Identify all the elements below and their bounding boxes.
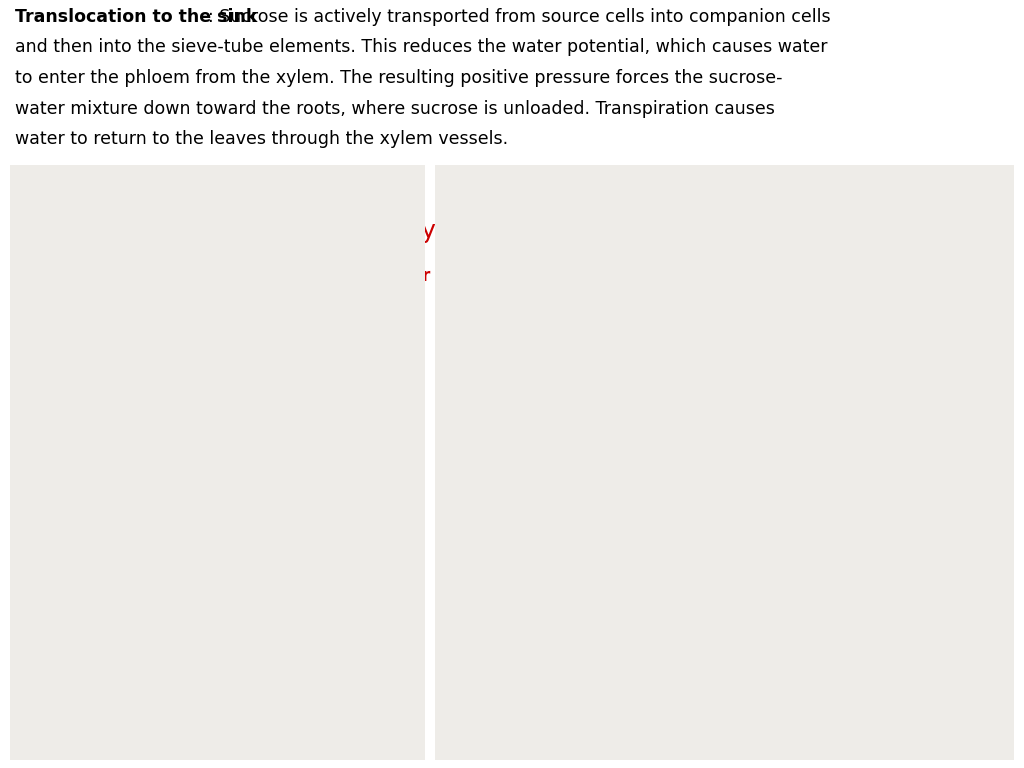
Text: Translocation to the sink: Translocation to the sink	[15, 8, 258, 25]
Text: Pressure: Pressure	[855, 353, 868, 407]
Text: water to return to the leaves through the xylem vessels.: water to return to the leaves through th…	[15, 131, 508, 148]
Text: : Sucrose is actively transported from source cells into companion cells: : Sucrose is actively transported from s…	[208, 8, 830, 25]
Text: Water
potential: Water potential	[443, 185, 521, 219]
Bar	[712, 371, 729, 389]
Text: < -300 MPa: < -300 MPa	[227, 598, 340, 617]
Text: relative humidity: relative humidity	[222, 219, 435, 243]
Bar	[773, 266, 792, 291]
Text: Capillary action: Capillary action	[539, 412, 551, 509]
Text: Relative humidity: Relative humidity	[36, 267, 201, 285]
Text: -2.72 MPa: -2.72 MPa	[227, 389, 324, 408]
Bar	[26, 251, 410, 301]
Text: -93.5 MPa: -93.5 MPa	[227, 528, 324, 548]
Text: 98%: 98%	[36, 389, 79, 408]
Text: water mixture down toward the roots, where sucrose is unloaded. Transpiration ca: water mixture down toward the roots, whe…	[15, 100, 775, 118]
FancyBboxPatch shape	[594, 297, 724, 463]
Text: Symplast: Symplast	[913, 180, 984, 196]
FancyBboxPatch shape	[594, 457, 724, 623]
Text: and then into the sieve-tube elements. This reduces the water potential, which c: and then into the sieve-tube elements. T…	[15, 38, 827, 56]
Text: -0.1 MPa: -0.1 MPa	[440, 697, 503, 713]
Text: <10%: <10%	[36, 598, 95, 617]
Text: -100 MPa: -100 MPa	[440, 228, 508, 243]
Text: Turgor: Turgor	[855, 521, 868, 560]
Text: -0.2 MPa: -0.2 MPa	[440, 597, 504, 611]
Text: Leaves: Leaves	[945, 339, 998, 354]
Text: -1.5 MPa: -1.5 MPa	[440, 365, 503, 379]
Bar	[525, 291, 564, 629]
Text: 50%: 50%	[36, 528, 79, 548]
Bar	[868, 178, 906, 198]
FancyBboxPatch shape	[718, 602, 847, 677]
Bar	[712, 531, 729, 549]
Bar	[606, 281, 853, 291]
Text: 100%: 100%	[36, 325, 91, 343]
Text: Atmosphere: Atmosphere	[654, 238, 759, 253]
Text: Apoplast: Apoplast	[913, 208, 980, 223]
Bar	[588, 624, 853, 650]
Bar	[650, 266, 668, 291]
Text: Evaporation: Evaporation	[655, 259, 759, 273]
Text: The water potential of air: The water potential of air	[58, 190, 377, 214]
Bar	[868, 206, 906, 226]
Text: -14.2 MPa: -14.2 MPa	[227, 455, 324, 474]
FancyBboxPatch shape	[718, 457, 847, 623]
Bar	[650, 451, 668, 469]
Bar	[853, 291, 870, 629]
Text: Roots: Roots	[956, 566, 998, 581]
Text: Absorption: Absorption	[659, 647, 754, 662]
Text: Water potential of air: Water potential of air	[227, 267, 430, 285]
Text: depends on: depends on	[63, 219, 218, 243]
Text: to enter the phloem from the xylem. The resulting positive pressure forces the s: to enter the phloem from the xylem. The …	[15, 69, 782, 87]
Text: (typical numbers): (typical numbers)	[523, 185, 659, 200]
Text: 90%: 90%	[36, 455, 79, 474]
Text: 0.0 MPa: 0.0 MPa	[227, 325, 304, 343]
Bar	[26, 251, 410, 638]
Bar	[773, 451, 792, 469]
FancyBboxPatch shape	[718, 297, 847, 463]
FancyBboxPatch shape	[594, 602, 724, 677]
Bar	[588, 291, 853, 629]
Text: Soil: Soil	[691, 700, 723, 715]
